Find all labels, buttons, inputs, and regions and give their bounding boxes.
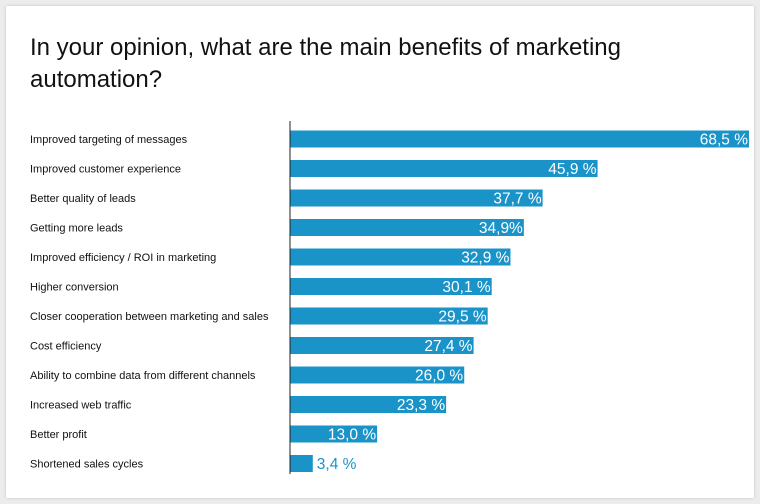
data-label: 27,4 % bbox=[424, 338, 472, 355]
bar bbox=[290, 130, 749, 148]
category-label: Ability to combine data from different c… bbox=[30, 370, 256, 382]
bar bbox=[290, 160, 598, 177]
category-label: Improved customer experience bbox=[30, 164, 181, 176]
bar bbox=[290, 425, 378, 443]
data-label: 30,1 % bbox=[442, 279, 490, 296]
bar bbox=[290, 396, 447, 413]
bar bbox=[290, 337, 474, 354]
category-label: Improved targeting of messages bbox=[30, 134, 188, 146]
bar bbox=[290, 278, 492, 295]
category-label: Higher conversion bbox=[30, 282, 119, 294]
data-label: 13,0 % bbox=[328, 427, 376, 444]
bar bbox=[290, 366, 465, 384]
category-label: Improved efficiency / ROI in marketing bbox=[30, 252, 216, 264]
category-label: Better quality of leads bbox=[30, 193, 136, 205]
bar bbox=[290, 307, 488, 325]
bar bbox=[290, 248, 511, 266]
data-label: 37,7 % bbox=[493, 191, 541, 208]
category-label: Shortened sales cycles bbox=[30, 459, 144, 471]
data-label: 26,0 % bbox=[415, 368, 463, 385]
data-label: 32,9 % bbox=[461, 250, 509, 267]
chart-title: In your opinion, what are the main benef… bbox=[30, 34, 621, 93]
category-label: Increased web traffic bbox=[30, 400, 132, 412]
data-label: 3,4 % bbox=[317, 456, 357, 473]
data-label: 45,9 % bbox=[548, 161, 596, 178]
bar bbox=[290, 189, 543, 207]
data-label: 68,5 % bbox=[700, 132, 748, 149]
category-label: Getting more leads bbox=[30, 223, 123, 235]
category-label: Better profit bbox=[30, 429, 87, 441]
bar bbox=[290, 455, 313, 472]
bar bbox=[290, 219, 524, 236]
data-label: 34,9% bbox=[479, 220, 523, 237]
category-label: Closer cooperation between marketing and… bbox=[30, 311, 269, 323]
data-label: 29,5 % bbox=[438, 309, 486, 326]
data-label: 23,3 % bbox=[397, 397, 445, 414]
category-label: Cost efficiency bbox=[30, 341, 102, 353]
